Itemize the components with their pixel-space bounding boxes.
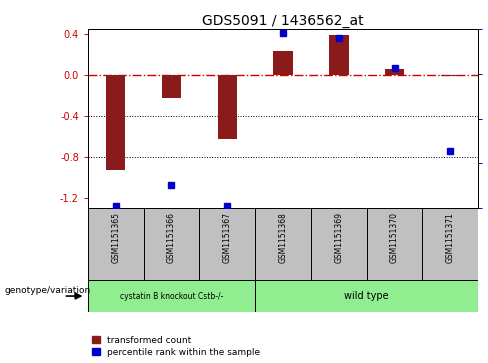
Bar: [366, 208, 423, 280]
Bar: [162, 75, 181, 98]
Bar: [423, 208, 478, 280]
Legend: transformed count, percentile rank within the sample: transformed count, percentile rank withi…: [92, 336, 260, 357]
Bar: [311, 208, 366, 280]
Text: GSM1151367: GSM1151367: [223, 212, 232, 263]
Text: GSM1151369: GSM1151369: [334, 212, 344, 263]
Bar: [106, 75, 125, 170]
Text: GSM1151370: GSM1151370: [390, 212, 399, 263]
Bar: [255, 280, 478, 312]
Text: GSM1151371: GSM1151371: [446, 212, 455, 263]
Bar: [255, 208, 311, 280]
Title: GDS5091 / 1436562_at: GDS5091 / 1436562_at: [202, 14, 364, 28]
Text: GSM1151368: GSM1151368: [279, 212, 287, 263]
Text: wild type: wild type: [345, 291, 389, 301]
Text: GSM1151366: GSM1151366: [167, 212, 176, 263]
Text: GSM1151365: GSM1151365: [111, 212, 120, 263]
Bar: [441, 75, 460, 76]
Bar: [200, 208, 255, 280]
Bar: [143, 208, 200, 280]
Bar: [88, 208, 143, 280]
Bar: [273, 50, 293, 75]
Text: genotype/variation: genotype/variation: [5, 286, 91, 295]
Bar: [218, 75, 237, 139]
Bar: [385, 69, 405, 75]
Text: cystatin B knockout Cstb-/-: cystatin B knockout Cstb-/-: [120, 291, 223, 301]
Bar: [88, 280, 255, 312]
Bar: [329, 35, 348, 75]
